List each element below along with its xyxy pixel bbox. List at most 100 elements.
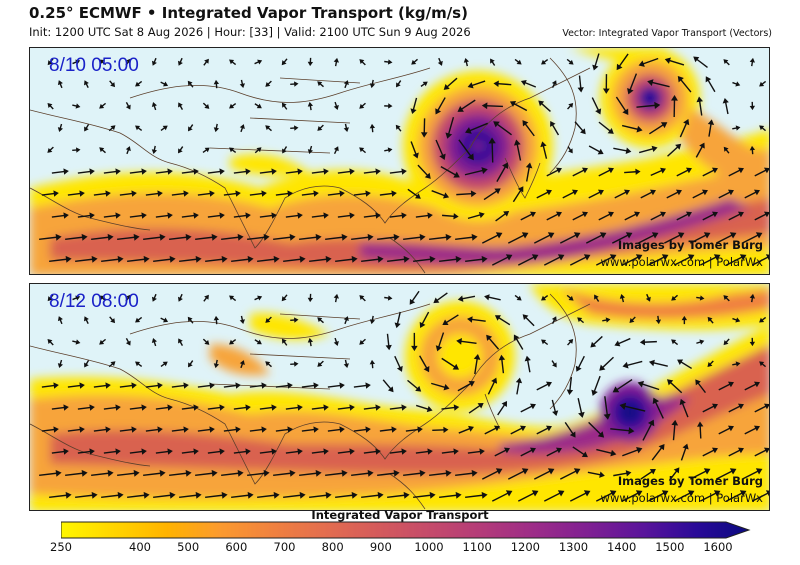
ivt-vector-arrow (681, 315, 688, 325)
ivt-vector-arrow (384, 59, 393, 65)
ivt-vector-arrow (524, 355, 531, 373)
ivt-vector-arrow (384, 295, 393, 301)
ivt-vector-arrow (679, 118, 690, 138)
ivt-vector-arrow (203, 294, 209, 302)
ivt-vector-arrow (103, 212, 121, 219)
ivt-vector-arrow (546, 167, 562, 177)
ivt-vector-arrow (389, 404, 407, 411)
ivt-vector-arrow (307, 337, 314, 347)
ivt-vector-arrow (715, 232, 737, 244)
ivt-vector-arrow (359, 147, 367, 154)
ivt-vector-arrow (577, 75, 584, 93)
ivt-vector-arrow (650, 167, 666, 176)
ivt-vector-arrow (517, 254, 539, 266)
ivt-vector-arrow (536, 381, 552, 391)
ivt-vector-arrow (642, 419, 655, 441)
ivt-vector-arrow (533, 468, 555, 480)
ivt-vector-arrow (103, 168, 121, 175)
ivt-vector-arrow (705, 76, 716, 93)
ivt-vector-arrow (728, 211, 744, 221)
ivt-vector-arrow (285, 212, 303, 219)
ivt-vector-arrow (652, 397, 664, 419)
ivt-vector-arrow (160, 125, 168, 131)
ivt-vector-arrow (151, 145, 158, 155)
ivt-vectors-bottom (39, 290, 769, 502)
ivt-map-bottom (30, 284, 769, 510)
ivt-vectors-top (39, 53, 769, 266)
ivt-vector-arrow (458, 425, 474, 434)
ivt-vector-arrow (702, 447, 718, 457)
ivt-vector-arrow (639, 338, 657, 346)
ivt-vector-arrow (677, 75, 692, 93)
ivt-vector-arrow (47, 339, 54, 346)
ivt-vector-arrow (221, 233, 244, 241)
credit-line-top: Images by Tomer Burg (617, 238, 763, 252)
ivt-vector-arrow (109, 80, 116, 88)
ivt-vector-arrow (621, 490, 643, 502)
ivt-vector-arrow (337, 212, 355, 219)
ivt-vector-arrow (387, 255, 410, 263)
ivt-vector-arrow (281, 294, 288, 302)
ivt-vector-arrow (591, 375, 601, 396)
ivt-vector-arrow (72, 147, 81, 153)
ivt-vector-arrow (494, 447, 510, 457)
ivt-vector-arrow (361, 491, 384, 499)
ivt-vector-arrow (481, 232, 503, 244)
ivt-vector-arrow (572, 446, 588, 458)
ivt-vector-arrow (396, 80, 402, 88)
ivt-vector-arrow (379, 426, 397, 433)
ivt-vector-arrow (273, 233, 296, 241)
ivt-vector-arrow (621, 124, 643, 133)
ivt-vector-arrow (718, 381, 734, 391)
ivt-vector-arrow (125, 294, 131, 302)
ivt-vector-arrow (233, 168, 251, 175)
ivt-vector-arrow (343, 123, 349, 133)
ivt-vector-arrow (135, 125, 143, 132)
ivt-vector-arrow (671, 294, 678, 301)
ivt-vector-arrow (615, 96, 629, 116)
ivt-vector-arrow (458, 139, 474, 161)
ivt-vector-arrow (207, 404, 225, 411)
ivt-vector-arrow (394, 311, 401, 329)
ivt-vector-arrow (585, 232, 607, 244)
ivt-vector-arrow (299, 233, 322, 241)
ivt-vector-arrow (442, 314, 459, 326)
ivt-vector-arrow (723, 59, 730, 66)
ivt-vector-arrow (496, 162, 509, 182)
ivt-vector-arrow (588, 145, 604, 155)
ivt-vector-arrow (197, 382, 215, 389)
ivt-vector-arrow (229, 59, 237, 66)
ivt-vector-arrow (47, 58, 54, 66)
ivt-vector-arrow (616, 53, 629, 71)
ivt-vector-arrow (559, 468, 581, 480)
ivt-vector-arrow (337, 448, 355, 455)
ivt-vector-arrow (155, 212, 173, 219)
ivt-vector-arrow (369, 123, 376, 133)
ivt-vector-arrow (590, 335, 603, 348)
ivt-vector-arrow (722, 97, 729, 115)
ivt-vector-arrow (229, 102, 237, 109)
ivt-vector-arrow (41, 426, 59, 433)
ivt-vector-arrow (457, 380, 475, 392)
ivt-vector-arrow (707, 360, 714, 367)
ivt-vector-arrow (498, 354, 506, 374)
ivt-vector-arrow (637, 380, 660, 391)
ivt-vector-arrow (602, 317, 611, 323)
ivt-vector-arrow (265, 125, 272, 132)
ivt-vector-arrow (153, 255, 176, 263)
ivt-vector-arrow (759, 316, 767, 323)
ivt-vector-arrow (702, 211, 718, 221)
ivt-vector-arrow (377, 469, 400, 477)
ivt-vector-arrow (673, 254, 695, 266)
ivt-vector-arrow (702, 167, 718, 177)
ivt-vector-arrow (435, 139, 446, 161)
ivt-vector-arrow (99, 295, 107, 302)
ivt-vector-arrow (47, 103, 54, 110)
ivt-vector-arrow (536, 189, 552, 199)
ivt-vector-arrow (57, 316, 63, 325)
ivt-vector-arrow (692, 189, 708, 199)
ivt-vector-arrow (67, 426, 85, 433)
ivt-vector-arrow (181, 404, 199, 411)
ivt-vector-arrow (415, 212, 433, 219)
ivt-vector-arrow (514, 294, 522, 301)
